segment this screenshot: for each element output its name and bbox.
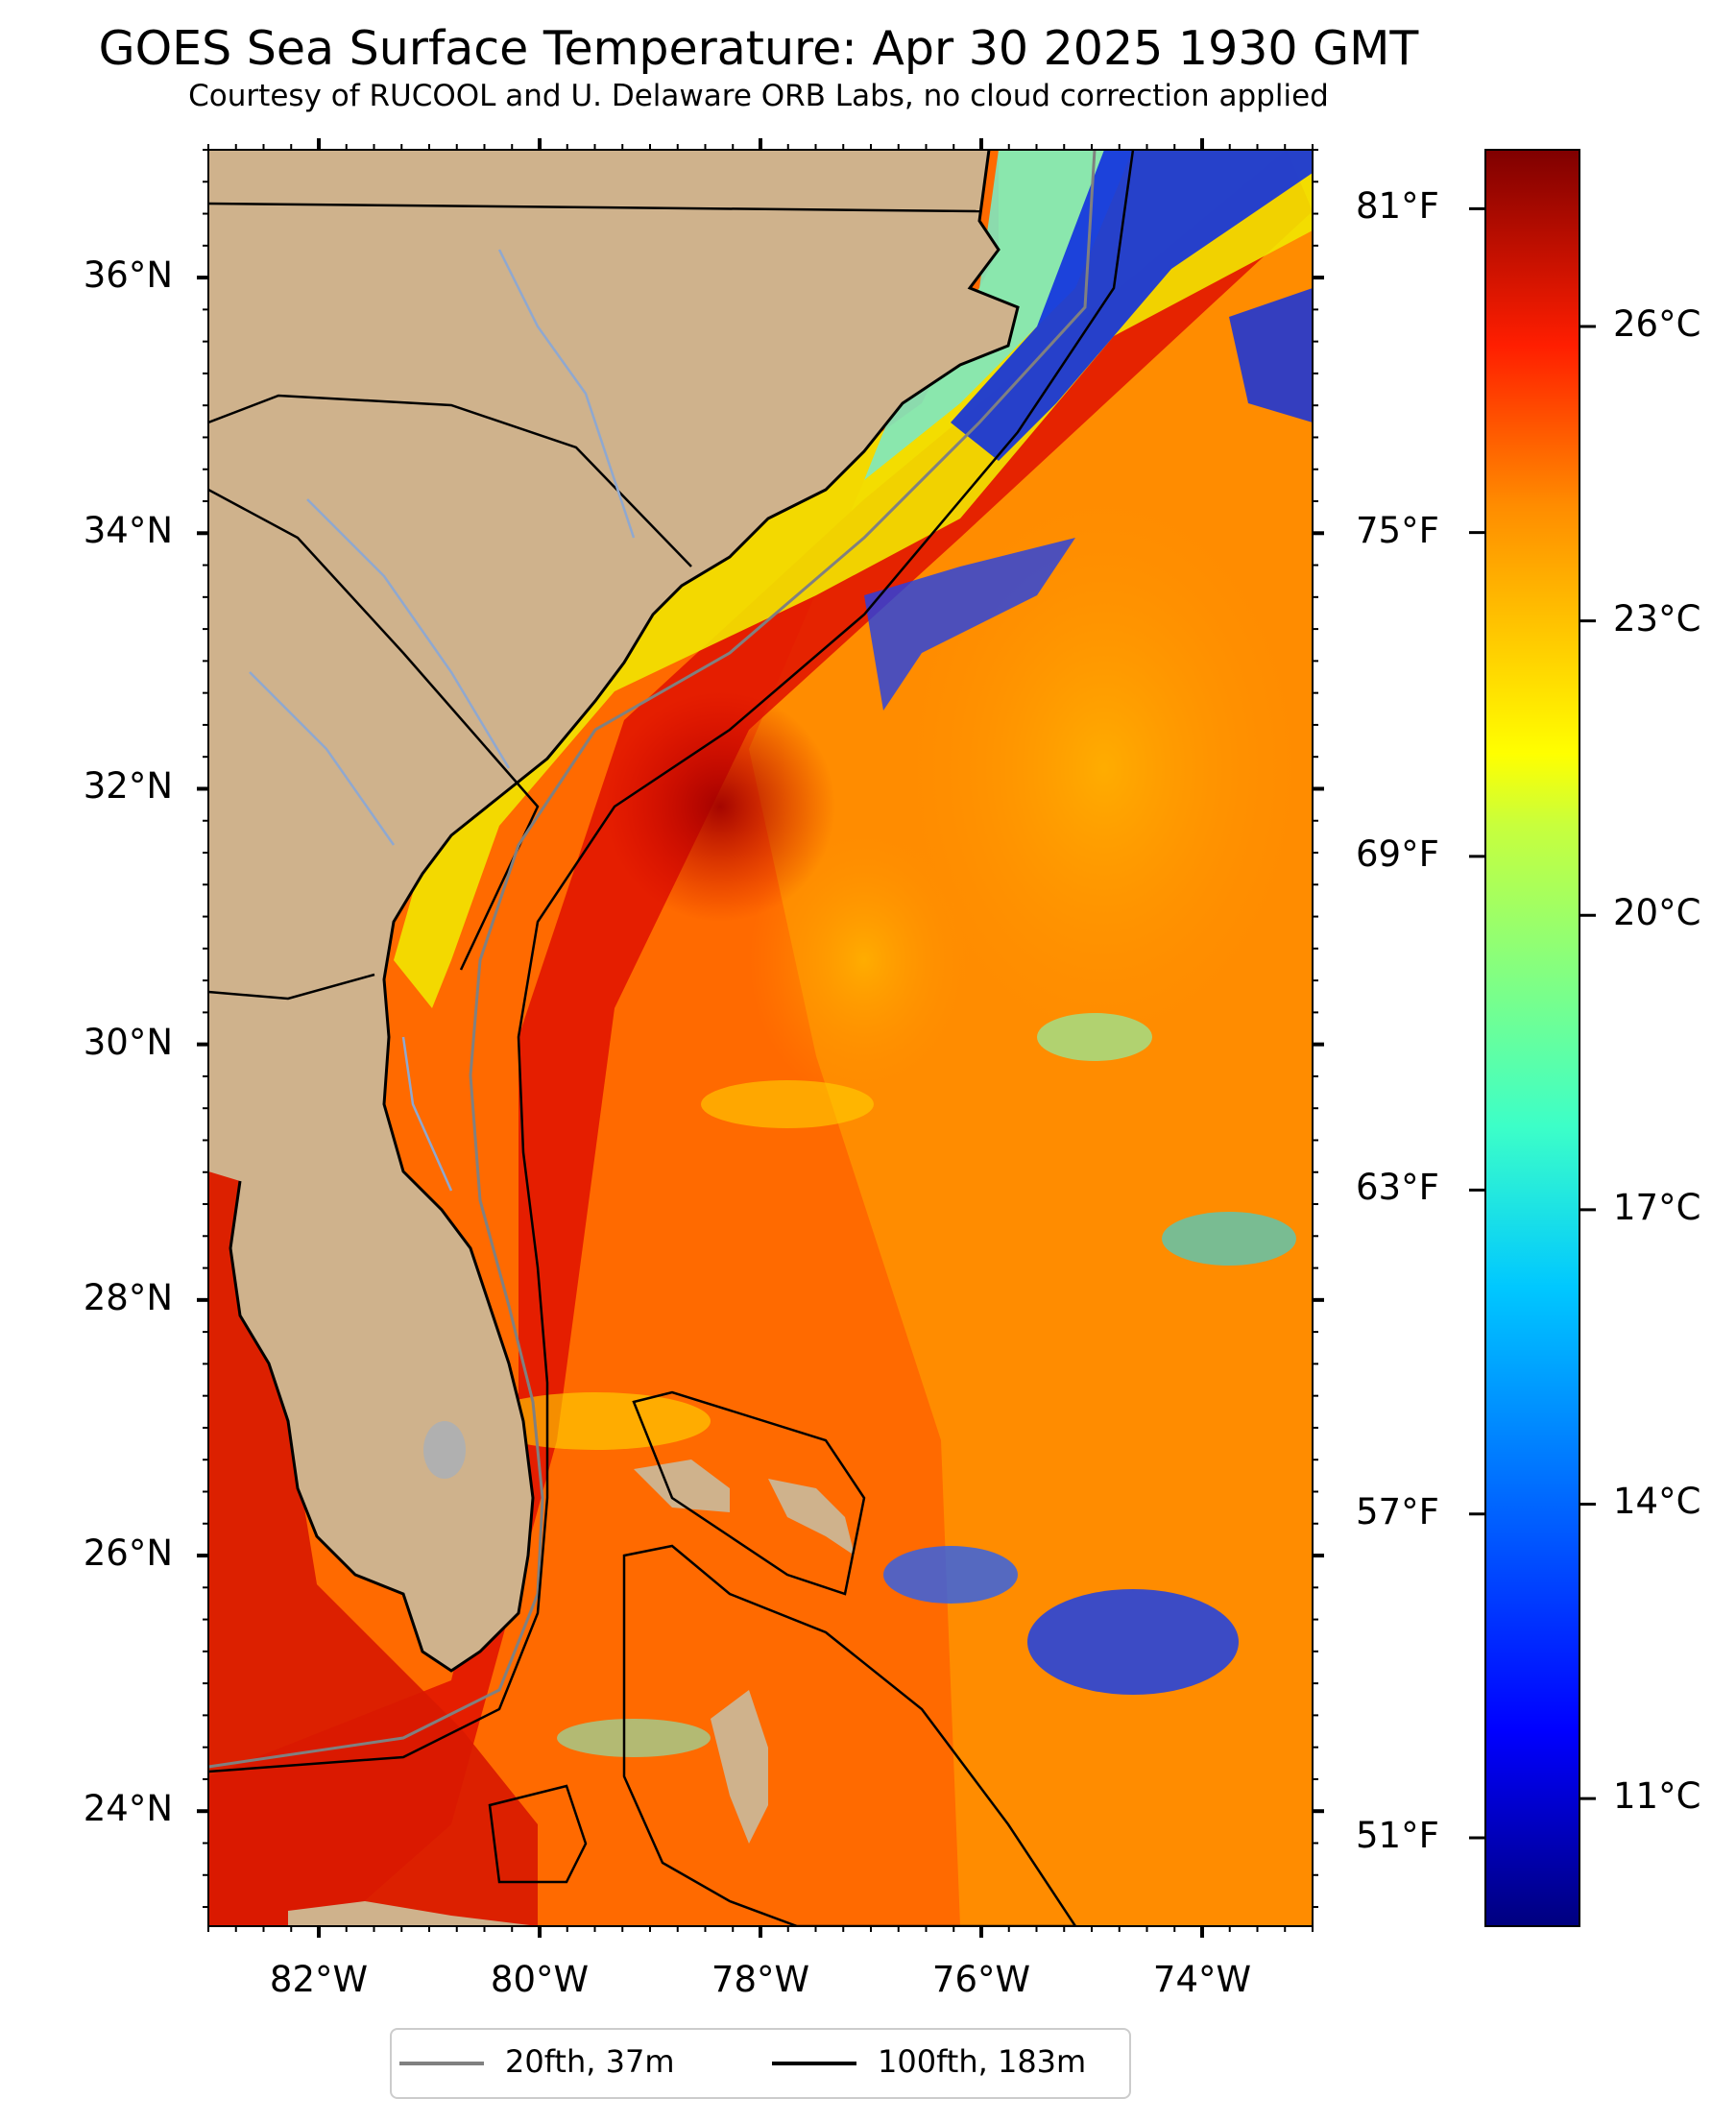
contour-20fth bbox=[208, 150, 1097, 1769]
legend-item-20fth: 20fth, 37m bbox=[399, 2043, 674, 2080]
colorbar-label-c: 26°C bbox=[1613, 302, 1701, 345]
colorbar-label-c: 23°C bbox=[1613, 597, 1701, 639]
map-area bbox=[208, 150, 1313, 1926]
abaco-island bbox=[768, 1479, 855, 1556]
lake-okeechobee bbox=[423, 1421, 466, 1479]
colorbar-label-f: 51°F bbox=[1356, 1815, 1439, 1856]
lat-tick-label: 30°N bbox=[83, 1021, 173, 1063]
andros-island bbox=[711, 1690, 768, 1844]
latitude-ticks bbox=[197, 149, 1324, 1909]
chart-title: GOES Sea Surface Temperature: Apr 30 202… bbox=[98, 21, 1419, 76]
colorbar-label-f: 57°F bbox=[1356, 1490, 1439, 1532]
legend-label-100fth: 100fth, 183m bbox=[878, 2043, 1087, 2080]
us-mainland bbox=[208, 150, 1018, 1671]
rivers bbox=[249, 249, 636, 1192]
cuba bbox=[288, 1901, 538, 1926]
lon-tick-label: 82°W bbox=[269, 1959, 369, 2000]
gulf-of-mexico bbox=[208, 1171, 538, 1926]
legend-item-100fth: 100fth, 183m bbox=[772, 2043, 1086, 2080]
contour-100fth bbox=[208, 150, 1135, 1773]
cold-filament bbox=[864, 538, 1075, 711]
lat-tick-label: 24°N bbox=[83, 1788, 173, 1830]
lon-tick-label: 80°W bbox=[490, 1959, 590, 2000]
colorbar-label-c: 17°C bbox=[1613, 1186, 1701, 1228]
cold-water-nc bbox=[951, 150, 1313, 461]
lat-tick-label: 34°N bbox=[83, 510, 173, 552]
chart-subtitle: Courtesy of RUCOOL and U. Delaware ORB L… bbox=[188, 79, 1329, 113]
colorbar-label-c: 11°C bbox=[1613, 1775, 1701, 1818]
coastline bbox=[229, 150, 1020, 1673]
cold-cloud-patch bbox=[1027, 1589, 1239, 1695]
gulf-stream-hot-core bbox=[605, 691, 835, 922]
cay-sal-bank-contour bbox=[488, 1784, 588, 1884]
bahama-bank-contour bbox=[632, 1390, 866, 1596]
colorbar-label-f: 63°F bbox=[1356, 1167, 1439, 1209]
colorbar-label-f: 69°F bbox=[1356, 832, 1439, 875]
lat-tick-label: 36°N bbox=[83, 254, 173, 297]
lon-tick-label: 74°W bbox=[1152, 1959, 1252, 2000]
legend-swatch-100fth bbox=[772, 2062, 856, 2065]
cold-cloud-patch bbox=[883, 1546, 1018, 1604]
longitude-ticks bbox=[207, 138, 1314, 1938]
grand-bahama bbox=[634, 1460, 730, 1512]
colorbar-label-f: 75°F bbox=[1356, 509, 1439, 551]
lat-tick-label: 26°N bbox=[83, 1532, 173, 1575]
cloud-patch bbox=[701, 1080, 874, 1128]
lat-tick-label: 32°N bbox=[83, 765, 173, 808]
cold-water-offshore bbox=[1229, 288, 1313, 422]
legend: 20fth, 37m 100fth, 183m bbox=[390, 2028, 1131, 2099]
cloud-patch bbox=[1037, 1013, 1152, 1061]
legend-label-20fth: 20fth, 37m bbox=[505, 2043, 675, 2080]
colorbar-label-c: 20°C bbox=[1613, 892, 1701, 934]
colorbar-label-c: 14°C bbox=[1613, 1481, 1701, 1523]
colorbar-label-f: 81°F bbox=[1356, 185, 1439, 228]
lon-tick-label: 78°W bbox=[711, 1959, 810, 2000]
colorbar bbox=[1484, 149, 1580, 1927]
great-bahama-bank-contour bbox=[622, 1544, 1077, 1926]
legend-swatch-20fth bbox=[399, 2062, 484, 2065]
colorbar-ticks bbox=[1469, 206, 1596, 1840]
cloud-patch bbox=[557, 1719, 711, 1757]
state-borders bbox=[208, 202, 980, 1001]
warm-eddy bbox=[749, 816, 979, 1104]
lat-tick-label: 28°N bbox=[83, 1276, 173, 1318]
lon-tick-label: 76°W bbox=[931, 1959, 1031, 2000]
cloud-patch bbox=[1162, 1212, 1296, 1266]
